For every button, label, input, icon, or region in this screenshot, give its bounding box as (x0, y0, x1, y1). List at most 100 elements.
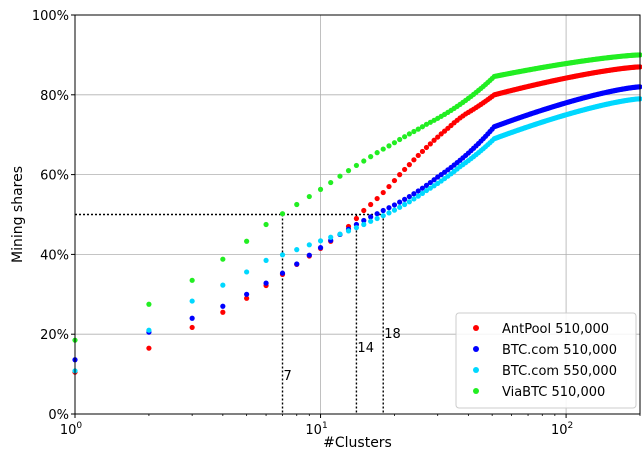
data-point (294, 201, 300, 208)
data-point (386, 183, 392, 190)
data-point (427, 179, 433, 186)
plot-frame (74, 14, 641, 415)
data-point (419, 190, 426, 196)
data-point (380, 189, 386, 196)
data-point (306, 242, 312, 248)
data-point (220, 309, 226, 315)
data-point (423, 144, 430, 151)
legend-marker (473, 325, 479, 331)
y-tick-label: 60% (40, 169, 69, 184)
data-point (419, 185, 426, 191)
data-point (317, 186, 324, 192)
data-point (374, 195, 380, 202)
data-point (368, 201, 374, 208)
legend-marker (473, 346, 479, 352)
data-point (374, 211, 380, 217)
series-1 (72, 84, 642, 363)
data-point (402, 201, 408, 208)
data-point (189, 298, 195, 304)
legend-label: BTC.com 550,000 (502, 364, 617, 379)
data-point (220, 282, 226, 288)
data-point (220, 303, 226, 309)
y-tick-label: 100% (32, 9, 69, 24)
data-point (368, 154, 374, 160)
data-point (279, 211, 286, 217)
data-point (368, 214, 374, 220)
data-point (294, 261, 300, 267)
y-tick-label: 0% (48, 408, 69, 423)
data-point (317, 238, 324, 244)
data-point (406, 162, 412, 168)
data-point (294, 247, 300, 253)
data-point (402, 134, 408, 140)
data-point (189, 315, 195, 321)
data-point (353, 215, 360, 222)
data-point (361, 221, 367, 228)
data-point (423, 121, 430, 127)
data-point (146, 345, 152, 351)
data-point (386, 143, 392, 149)
series-points (72, 52, 642, 375)
legend: AntPool 510,000 BTC.com 510,000 BTC.com 55… (455, 312, 637, 409)
legend-label: AntPool 510,000 (502, 322, 609, 337)
data-point (386, 210, 392, 216)
threshold-lines: 7 14 18 (75, 213, 401, 414)
data-point (306, 252, 312, 258)
data-point (380, 207, 386, 214)
y-tick-label: 40% (40, 248, 69, 263)
data-point (380, 213, 386, 219)
data-point (337, 173, 343, 179)
data-point (427, 141, 433, 147)
data-point (423, 187, 430, 194)
axis-ticks: 0%20%40%60%80%100%100 101 102 (32, 9, 641, 438)
y-tick-label: 80% (40, 89, 69, 104)
data-point (431, 137, 437, 143)
data-point (361, 207, 367, 214)
x-tick-label: 100 (60, 421, 83, 438)
x-tick-label: 102 (551, 421, 573, 438)
data-point (391, 207, 398, 213)
data-point (406, 131, 412, 137)
data-point (391, 202, 398, 208)
data-point (411, 196, 417, 202)
data-point (353, 162, 360, 169)
data-point (189, 324, 195, 331)
data-point (361, 217, 367, 224)
data-point (345, 168, 352, 174)
series-3 (72, 52, 642, 343)
data-point (415, 152, 421, 159)
data-point (353, 225, 360, 231)
data-point (361, 158, 367, 164)
data-point (244, 291, 250, 297)
data-point (328, 179, 334, 186)
legend-box (455, 312, 637, 409)
data-point (244, 295, 250, 301)
data-point (397, 199, 403, 205)
data-point (306, 193, 312, 200)
data-point (391, 140, 398, 146)
data-point (328, 234, 334, 240)
threshold-label: 7 (284, 369, 292, 384)
data-point (419, 124, 426, 130)
data-point (411, 128, 417, 135)
data-point (146, 327, 152, 333)
data-point (406, 193, 412, 200)
data-point (380, 146, 386, 152)
x-axis-title: #Clusters (323, 435, 392, 449)
data-point (419, 148, 426, 155)
data-point (146, 301, 152, 307)
data-point (415, 193, 421, 199)
data-point (374, 150, 380, 156)
data-point (406, 199, 412, 205)
data-point (279, 270, 286, 276)
threshold-label: 18 (384, 327, 401, 342)
data-point (279, 252, 286, 258)
y-tick-label: 20% (40, 328, 69, 343)
data-point (386, 205, 392, 211)
data-point (415, 126, 421, 132)
series-2 (72, 96, 642, 374)
data-point (423, 182, 430, 188)
legend-marker (473, 388, 479, 394)
data-point (402, 166, 408, 173)
